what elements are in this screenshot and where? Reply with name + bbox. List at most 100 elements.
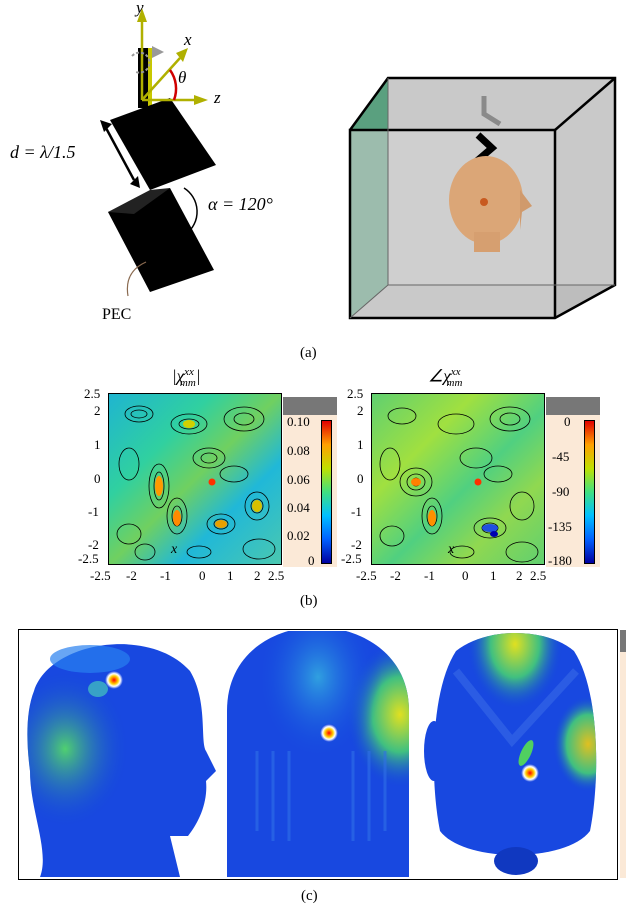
axis-z-label: z — [214, 88, 221, 107]
top-head-glow-right — [433, 633, 597, 855]
left-contour-lines — [116, 405, 276, 561]
left-cbar-tick: 0.02 — [287, 528, 310, 543]
right-cbar-tick: -45 — [552, 449, 570, 464]
angle-label: α = 120° — [208, 194, 273, 214]
antenna-mast-highlight — [148, 48, 152, 108]
distance-label: d = λ/1.5 — [10, 142, 76, 162]
distance-arrowhead-top — [100, 120, 112, 132]
left-plot-marker — [208, 478, 216, 486]
y-tick: 1 — [357, 437, 364, 452]
theta-label: θ — [178, 68, 187, 87]
x-tick: -2 — [390, 568, 401, 583]
rotation-icon — [131, 51, 151, 74]
right-cbar-tick: -90 — [552, 484, 570, 499]
x-tick: 2 — [254, 568, 261, 583]
c-colorbar-strip — [620, 630, 626, 878]
head-neck — [474, 232, 500, 252]
top-hotspot — [521, 764, 539, 782]
top-head-neck — [494, 847, 538, 875]
caption-c: (c) — [301, 888, 318, 904]
caption-b: (b) — [300, 593, 318, 609]
y-tick: 2 — [357, 403, 364, 418]
left-cbar-tick: 0 — [308, 553, 315, 568]
right-colorbar-header — [546, 397, 600, 415]
box-front-edges — [348, 76, 617, 320]
x-tick: 2 — [516, 568, 523, 583]
y-tick: -2.5 — [341, 551, 362, 566]
box-top-right-edge — [554, 77, 616, 131]
x-tick: 2.5 — [530, 568, 547, 583]
head-back-view — [227, 631, 409, 877]
right-colorbar-gradient — [584, 420, 595, 564]
right-cbar-tick: -135 — [548, 519, 572, 534]
left-plot-title: |χxxmm| — [172, 366, 201, 390]
x-axis-arrow — [141, 57, 181, 101]
top-head-streak — [518, 740, 534, 766]
box-antenna-shadow — [481, 96, 502, 127]
z-arrowhead — [194, 95, 208, 105]
y-tick: 1 — [94, 437, 101, 452]
head-nose — [520, 190, 532, 230]
distance-arrow — [104, 127, 136, 181]
x-tick: -1 — [160, 568, 171, 583]
left-contour-plot: x — [108, 393, 282, 565]
head-side-view — [27, 644, 216, 877]
x-arrowhead — [176, 48, 188, 62]
x-tick: -2.5 — [90, 568, 111, 583]
side-head-glow — [27, 644, 216, 877]
alpha-arc — [183, 187, 198, 235]
antenna-joint — [108, 188, 170, 214]
side-hotspot — [105, 671, 123, 689]
rotation-arrowhead — [152, 46, 164, 58]
y-tick: -2 — [351, 537, 362, 552]
antenna-lower-plate — [108, 188, 214, 292]
x-tick: 2.5 — [268, 568, 285, 583]
side-ear-glow — [88, 681, 108, 697]
x-tick: -2.5 — [356, 568, 377, 583]
right-inplot-label: x — [448, 542, 455, 557]
y-tick: -2.5 — [78, 551, 99, 566]
pec-label: PEC — [102, 306, 132, 323]
y-tick: -2 — [88, 537, 99, 552]
y-tick: -1 — [88, 504, 99, 519]
x-tick: 0 — [199, 568, 206, 583]
x-tick: -1 — [424, 568, 435, 583]
y-tick: 0 — [94, 471, 101, 486]
right-contour-plot: x — [371, 393, 545, 565]
right-cbar-tick: -180 — [548, 553, 572, 568]
back-head-glow-top — [227, 631, 409, 877]
axis-x-label: x — [184, 30, 192, 49]
y-tick: 2.5 — [347, 386, 364, 401]
x-tick: 1 — [490, 568, 497, 583]
antenna-upper-plate — [110, 98, 216, 190]
caption-a: (a) — [300, 345, 317, 361]
side-head-top-glow — [50, 645, 130, 673]
box-front-face — [350, 130, 555, 318]
x-tick: 0 — [462, 568, 469, 583]
top-head-v-pattern — [452, 668, 579, 748]
right-contour-lines — [379, 406, 539, 563]
simulation-box — [348, 76, 617, 320]
x-tick: -2 — [126, 568, 137, 583]
c-colorbar-header — [620, 630, 626, 652]
theta-arc — [168, 69, 178, 101]
box-hidden-edge-2 — [349, 284, 389, 319]
antenna-diagram — [100, 8, 617, 320]
head-panels-frame — [18, 629, 618, 880]
y-arrowhead — [137, 8, 147, 22]
left-cbar-tick: 0.08 — [287, 443, 310, 458]
y-tick: -1 — [351, 504, 362, 519]
right-plot-marker — [474, 478, 482, 486]
left-cbar-tick: 0.10 — [287, 414, 310, 429]
back-head-ripples — [255, 751, 387, 841]
y-tick: 2.5 — [84, 386, 101, 401]
left-colorbar-header — [283, 397, 337, 415]
pec-leader-line — [126, 261, 147, 297]
back-hotspot — [320, 724, 338, 742]
right-cbar-tick: 0 — [564, 414, 571, 429]
x-tick: 1 — [227, 568, 234, 583]
head-marker — [480, 198, 488, 206]
left-cbar-tick: 0.04 — [287, 500, 310, 515]
y-tick: 2 — [94, 403, 101, 418]
left-cbar-tick: 0.06 — [287, 472, 310, 487]
